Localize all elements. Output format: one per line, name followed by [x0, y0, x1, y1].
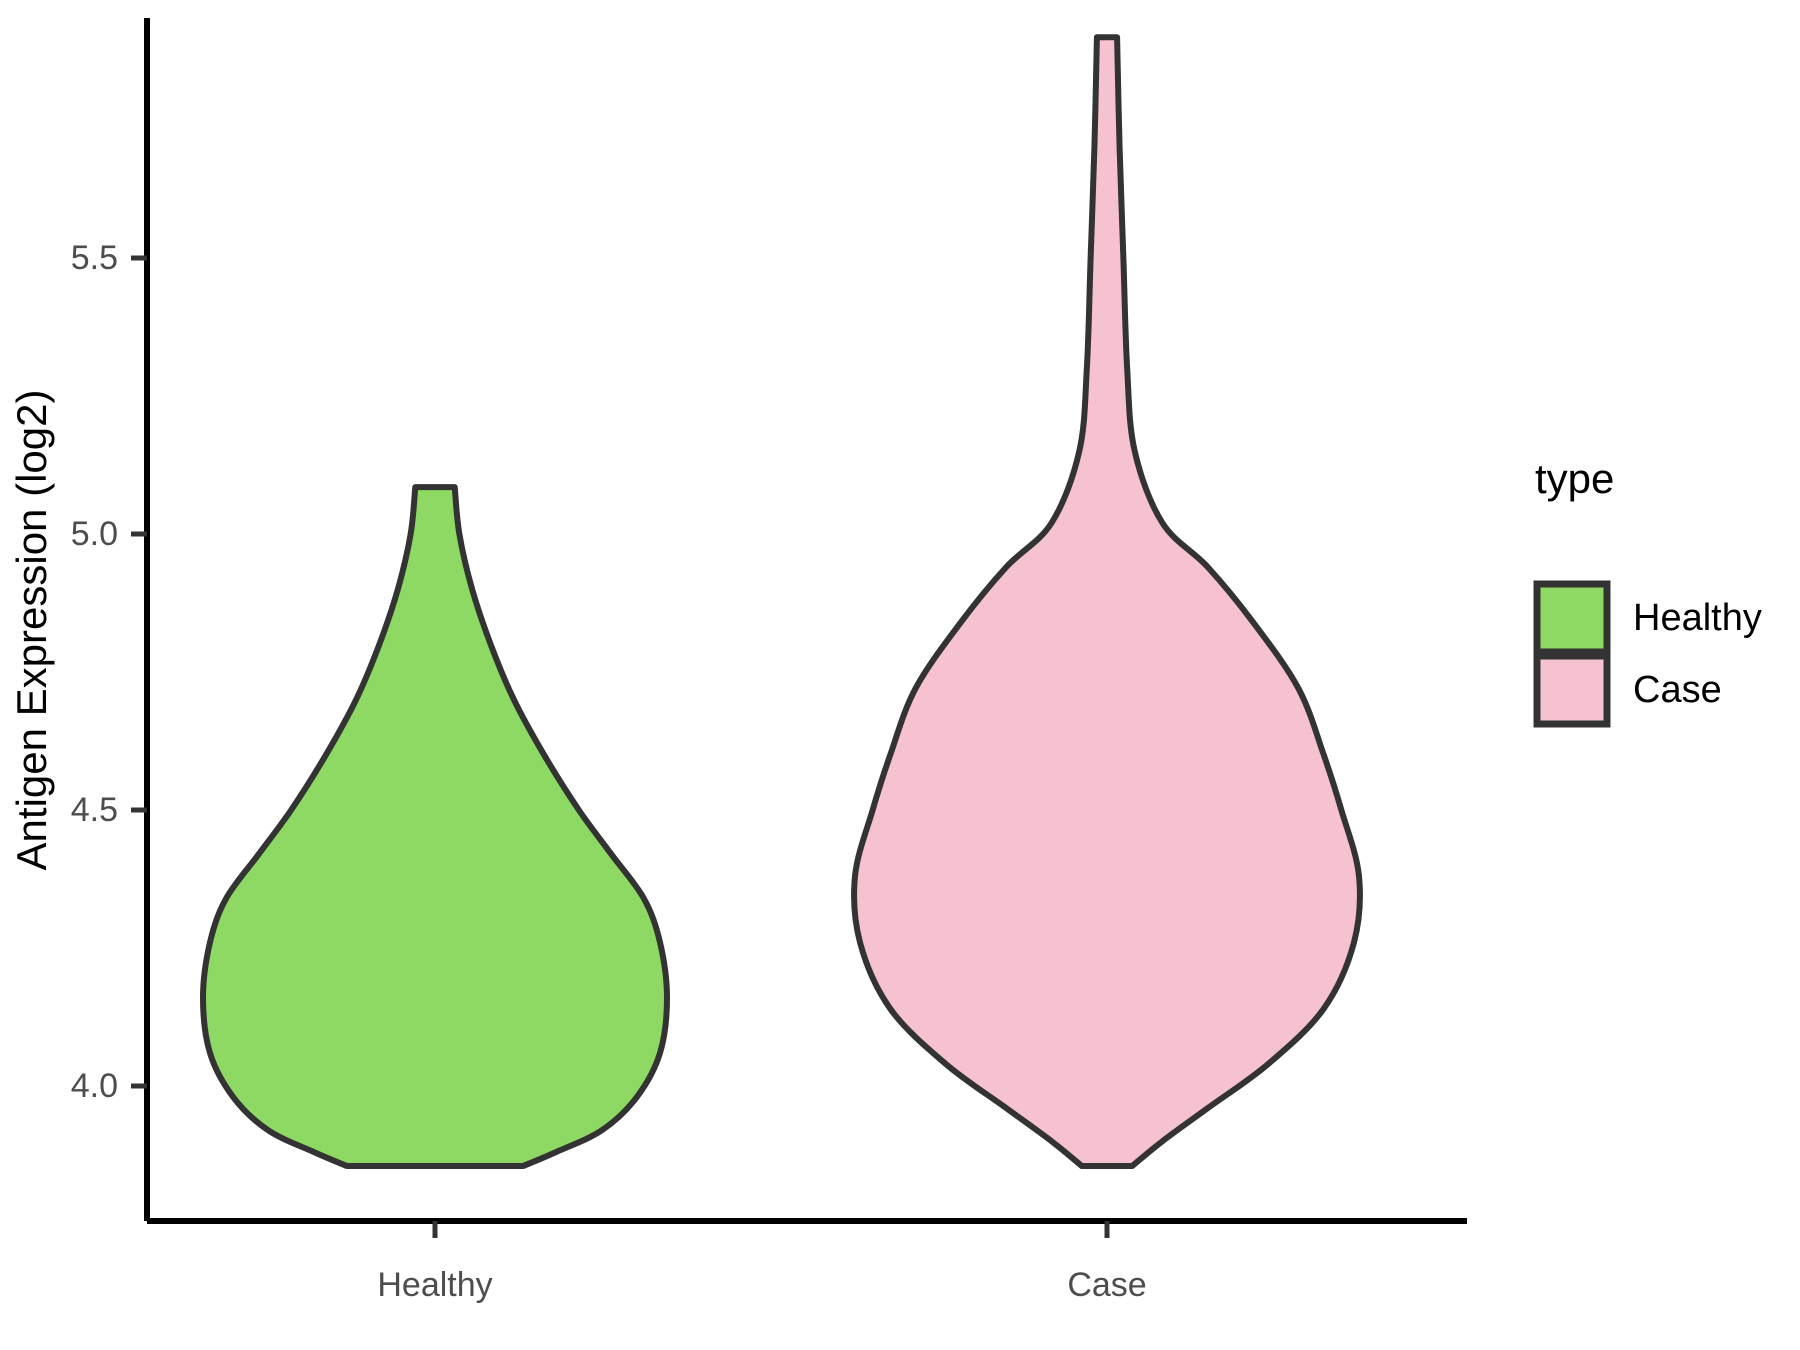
violin-case [851, 34, 1363, 1170]
y-axis-title: Antigen Expression (log2) [8, 390, 55, 871]
y-tick-label-3: 4.0 [71, 1067, 118, 1105]
legend: type Healthy Case [1533, 455, 1762, 728]
violin-healthy [200, 484, 670, 1170]
legend-swatch-healthy[interactable] [1533, 580, 1611, 656]
legend-swatch-case[interactable] [1533, 652, 1611, 728]
legend-label-healthy[interactable]: Healthy [1633, 597, 1762, 639]
y-tick-label-0: 5.5 [71, 239, 118, 277]
y-tick-label-2: 4.5 [71, 791, 118, 829]
x-tick-label-healthy: Healthy [377, 1266, 492, 1304]
x-tick-label-case: Case [1067, 1266, 1146, 1304]
legend-title: type [1535, 455, 1614, 502]
y-tick-label-1: 5.0 [71, 515, 118, 553]
legend-label-case[interactable]: Case [1633, 669, 1722, 711]
